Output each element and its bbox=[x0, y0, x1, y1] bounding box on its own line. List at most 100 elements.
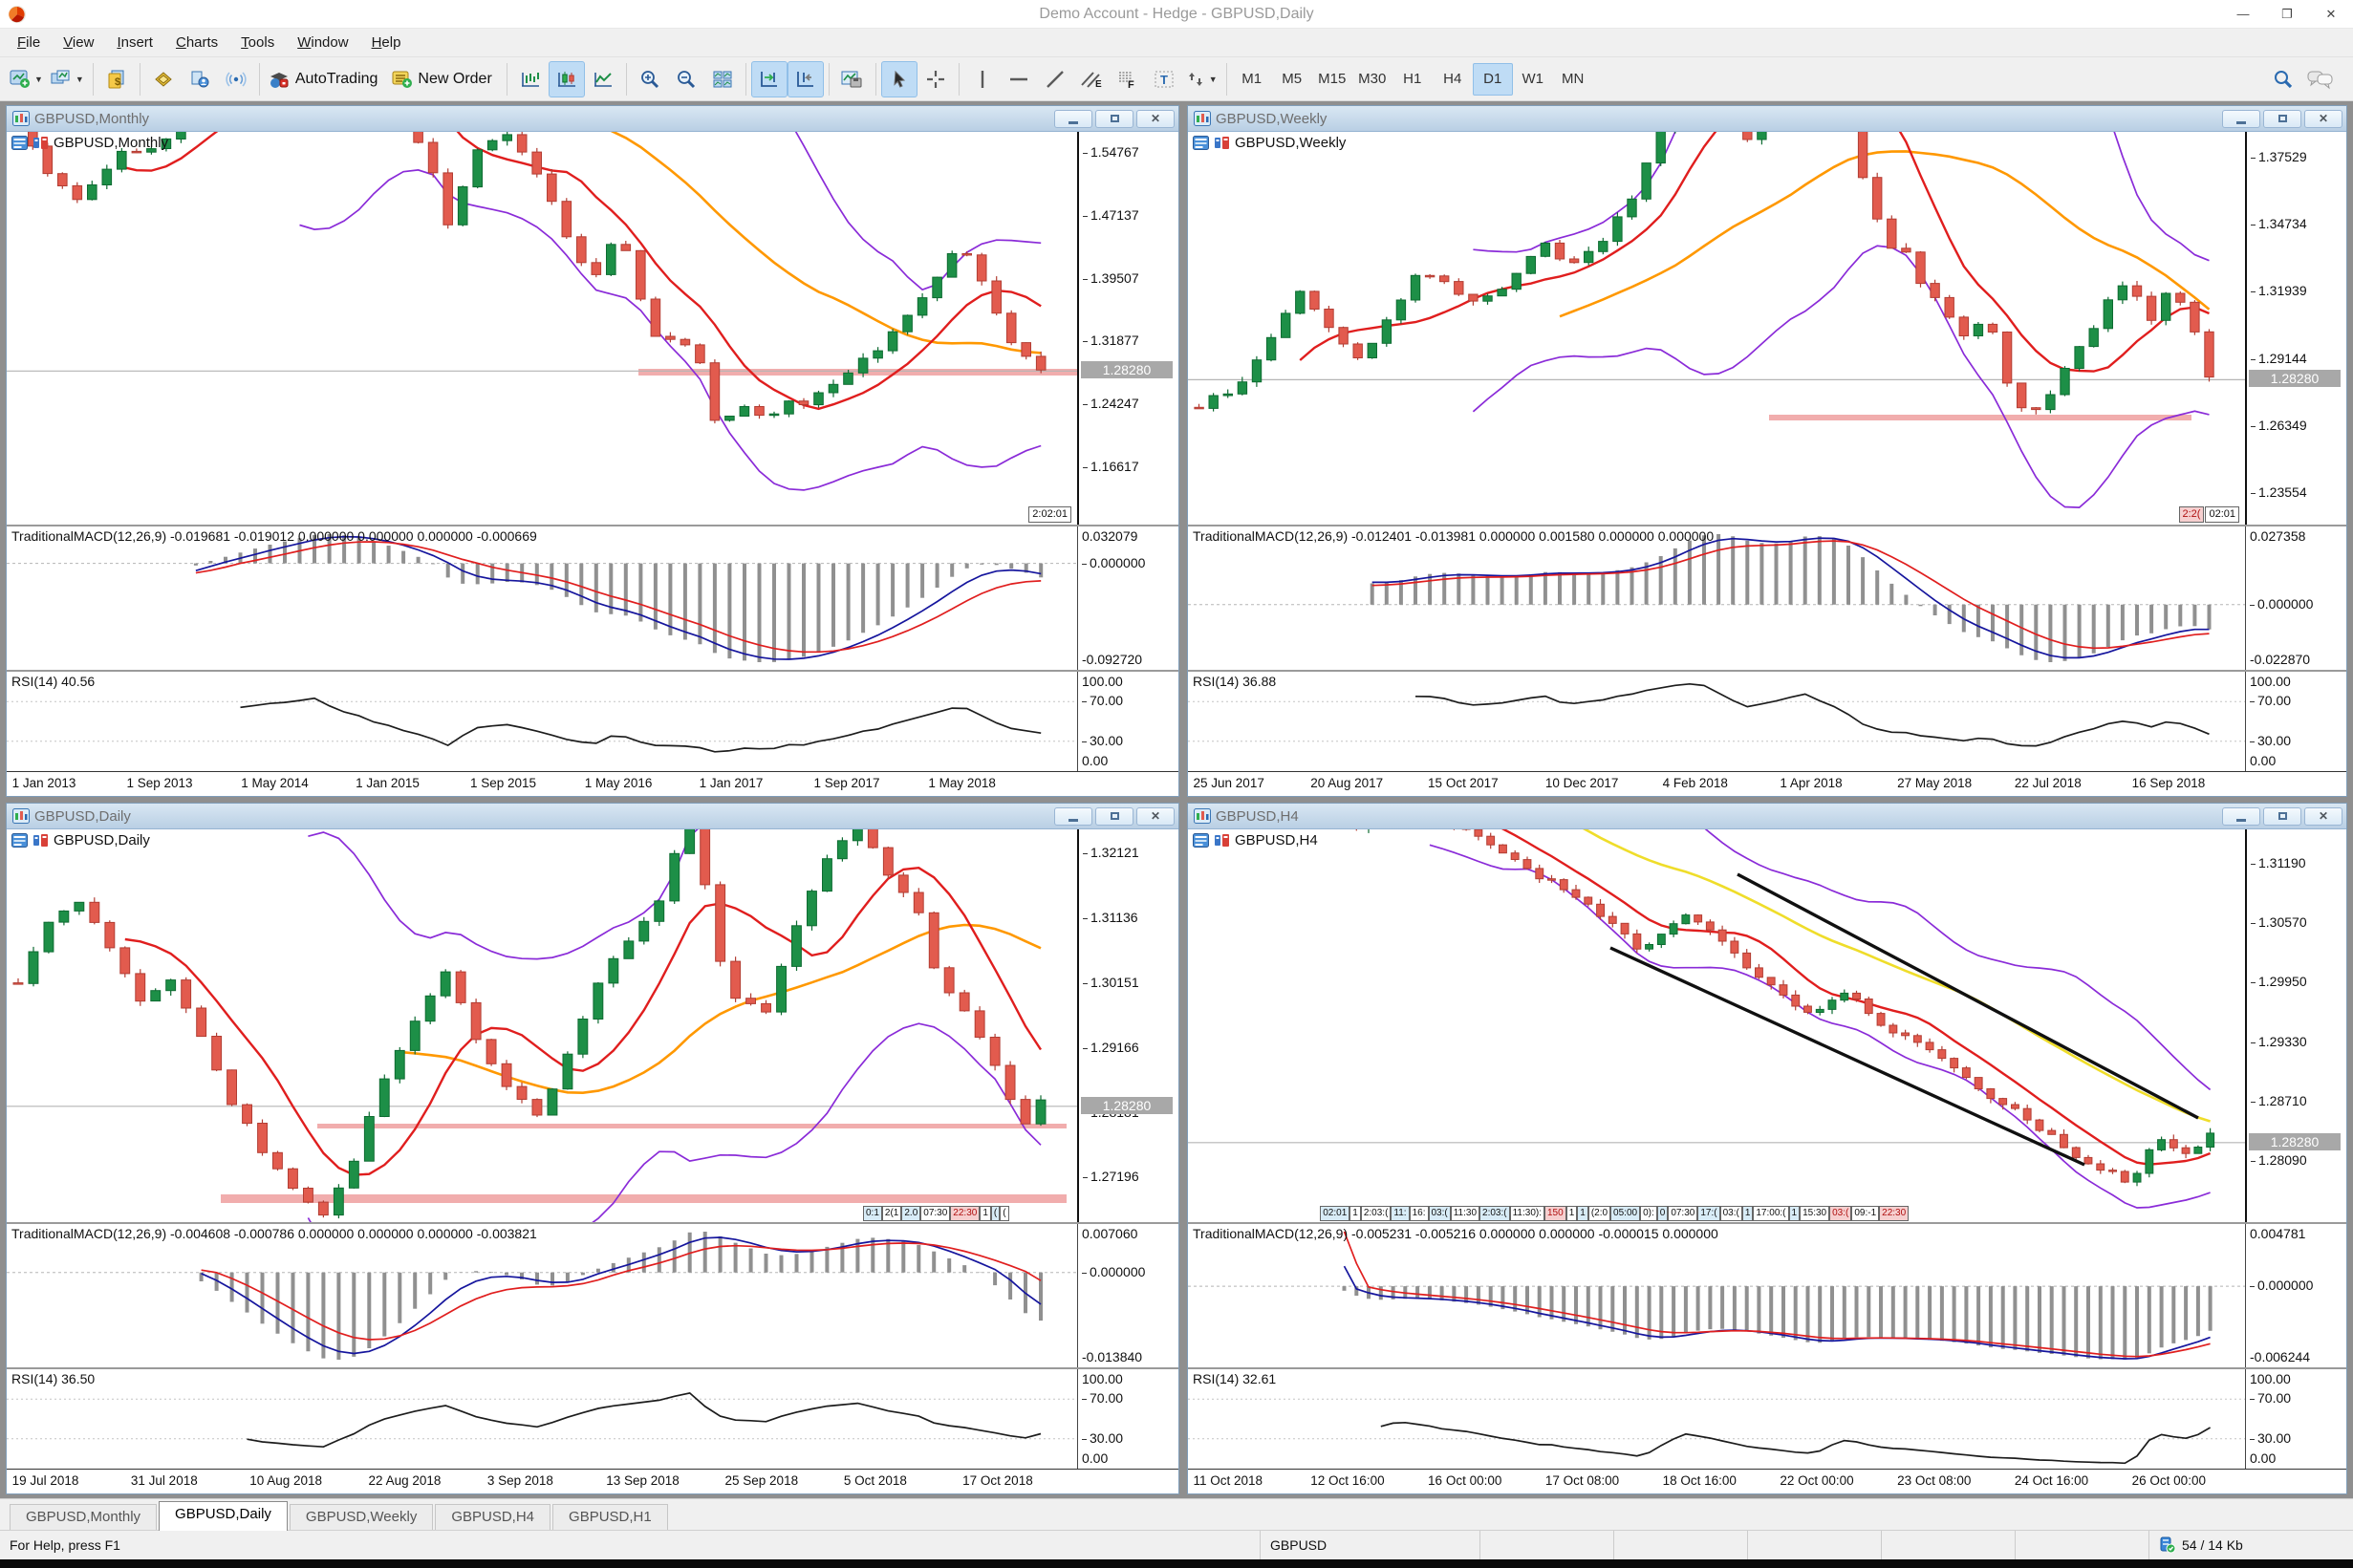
window-close-button[interactable]: ✕ bbox=[1136, 806, 1175, 826]
price-scale[interactable]: 1.37529 1.34734 1.31939 1.29144 1.26349 1.235… bbox=[2245, 132, 2346, 525]
window-minimize-button[interactable] bbox=[2222, 109, 2260, 128]
tile-windows-button[interactable] bbox=[704, 61, 741, 97]
rsi-scale[interactable]: 100.00 70.00 30.00 0.00 bbox=[1077, 1369, 1178, 1469]
text-tool-button[interactable]: T bbox=[1146, 61, 1182, 97]
menu-view[interactable]: View bbox=[63, 34, 95, 51]
new-order-button[interactable]: New Order bbox=[387, 61, 501, 97]
candlestick-button[interactable] bbox=[548, 60, 585, 97]
tab-gbpusd-monthly[interactable]: GBPUSD,Monthly bbox=[10, 1504, 158, 1530]
timeframe-h1[interactable]: H1 bbox=[1403, 71, 1422, 87]
macd-scale[interactable]: 0.027358 0.000000 -0.022870 bbox=[2245, 526, 2346, 670]
vertical-line-button[interactable] bbox=[964, 61, 1001, 97]
crosshair-button[interactable] bbox=[917, 61, 954, 97]
templates-button[interactable] bbox=[834, 61, 871, 97]
app-minimize-button[interactable]: — bbox=[2236, 7, 2250, 21]
price-chart-area[interactable]: GBPUSD,H4 02:01 1 2:03:(11: 16: 03:(11:30 2:0… bbox=[1188, 829, 2245, 1222]
window-minimize-button[interactable] bbox=[1054, 806, 1092, 826]
menu-help[interactable]: Help bbox=[371, 34, 401, 51]
tab-gbpusd-h1[interactable]: GBPUSD,H1 bbox=[552, 1504, 668, 1530]
toolbar-separator bbox=[1225, 62, 1227, 96]
tab-gbpusd-h4[interactable]: GBPUSD,H4 bbox=[435, 1504, 551, 1530]
window-restore-button[interactable] bbox=[1095, 806, 1133, 826]
window-minimize-button[interactable] bbox=[1054, 109, 1092, 128]
macd-scale[interactable]: 0.004781 0.000000 -0.006244 bbox=[2245, 1224, 2346, 1367]
menu-window[interactable]: Window bbox=[297, 34, 349, 51]
macd-chart-area[interactable]: TraditionalMACD(12,26,9) -0.019681 -0.01… bbox=[7, 526, 1077, 670]
tab-gbpusd-weekly[interactable]: GBPUSD,Weekly bbox=[289, 1504, 434, 1530]
macd-scale[interactable]: 0.007060 0.000000 -0.013840 bbox=[1077, 1224, 1178, 1367]
rsi-chart-area[interactable]: RSI(14) 32.61 bbox=[1188, 1369, 2245, 1469]
app-close-button[interactable]: ✕ bbox=[2325, 6, 2337, 21]
window-restore-button[interactable] bbox=[1095, 109, 1133, 128]
app-restore-button[interactable]: ❐ bbox=[2281, 6, 2293, 21]
price-chart-area[interactable]: GBPUSD,Monthly 2:02:01 bbox=[7, 132, 1077, 525]
bar-chart-button[interactable] bbox=[512, 61, 549, 97]
time-axis[interactable]: 25 Jun 2017 20 Aug 2017 15 Oct 2017 10 Dec … bbox=[1188, 771, 2346, 796]
time-axis[interactable]: 1 Jan 2013 1 Sep 2013 1 May 2014 1 Jan 2015… bbox=[7, 771, 1178, 796]
rsi-chart-area[interactable]: RSI(14) 40.56 bbox=[7, 672, 1077, 771]
price-chart-area[interactable]: GBPUSD,Weekly 2:2(02:01 bbox=[1188, 132, 2245, 525]
time-axis[interactable]: 19 Jul 2018 31 Jul 2018 10 Aug 2018 22 Aug … bbox=[7, 1469, 1178, 1493]
auto-scroll-button[interactable] bbox=[787, 60, 824, 97]
price-scale[interactable]: 1.321211.311361.301511.291661.281811.271… bbox=[1077, 829, 1178, 1222]
bollinger-upper-band bbox=[1704, 829, 2212, 1091]
timeframe-d1[interactable]: D1 bbox=[1472, 62, 1513, 96]
time-axis[interactable]: 11 Oct 2018 12 Oct 16:00 16 Oct 00:00 17 Oc… bbox=[1188, 1469, 2346, 1493]
data-window-button[interactable] bbox=[145, 61, 182, 97]
macd-chart-area[interactable]: TraditionalMACD(12,26,9) -0.004608 -0.00… bbox=[7, 1224, 1077, 1367]
timeframe-mn[interactable]: MN bbox=[1562, 71, 1585, 87]
tab-gbpusd-daily[interactable]: GBPUSD,Daily bbox=[159, 1501, 288, 1531]
menu-file[interactable]: File bbox=[17, 34, 41, 51]
rsi-chart-area[interactable]: RSI(14) 36.50 bbox=[7, 1369, 1077, 1469]
timeframe-m1[interactable]: M1 bbox=[1241, 71, 1263, 87]
window-close-button[interactable]: ✕ bbox=[2304, 109, 2342, 128]
macd-chart-area[interactable]: TraditionalMACD(12,26,9) -0.012401 -0.01… bbox=[1188, 526, 2245, 670]
timeframe-h4[interactable]: H4 bbox=[1443, 71, 1462, 87]
line-chart-button[interactable] bbox=[585, 61, 621, 97]
chart-window-titlebar[interactable]: GBPUSD,Monthly ✕ bbox=[7, 106, 1178, 132]
shift-end-button[interactable] bbox=[750, 60, 788, 97]
new-chart-button[interactable]: ▼ bbox=[6, 61, 47, 97]
rsi-chart-area[interactable]: RSI(14) 36.88 bbox=[1188, 672, 2245, 771]
time-axis-label: 10 Aug 2018 bbox=[249, 1473, 323, 1488]
window-restore-button[interactable] bbox=[2263, 109, 2301, 128]
price-chart-area[interactable]: GBPUSD,Daily 0:1 2(1 2.0 07:30 22:30 1(( bbox=[7, 829, 1077, 1222]
search-icon[interactable] bbox=[2273, 69, 2294, 90]
autotrading-button[interactable]: AutoTrading bbox=[265, 61, 388, 97]
window-minimize-button[interactable] bbox=[2222, 806, 2260, 826]
macd-scale[interactable]: 0.032079 0.000000 -0.092720 bbox=[1077, 526, 1178, 670]
menu-tools[interactable]: Tools bbox=[241, 34, 275, 51]
arrows-tool-button[interactable]: ▼ bbox=[1182, 61, 1221, 97]
market-watch-button[interactable]: $ bbox=[98, 61, 135, 97]
profiles-button[interactable]: ▼ bbox=[47, 61, 88, 97]
chat-icon[interactable] bbox=[2307, 69, 2334, 90]
timeframe-w1[interactable]: W1 bbox=[1522, 71, 1543, 87]
rsi-scale[interactable]: 100.00 70.00 30.00 0.00 bbox=[2245, 672, 2346, 771]
timeframe-m5[interactable]: M5 bbox=[1282, 71, 1303, 87]
price-scale[interactable]: 1.54767 1.47137 1.39507 1.31877 1.24247 1.166… bbox=[1077, 132, 1178, 525]
signals-button[interactable] bbox=[218, 61, 254, 97]
window-restore-button[interactable] bbox=[2263, 806, 2301, 826]
chart-window-titlebar[interactable]: GBPUSD,Daily ✕ bbox=[7, 804, 1178, 829]
zoom-in-button[interactable] bbox=[632, 61, 668, 97]
trendline-button[interactable] bbox=[1037, 61, 1073, 97]
macd-chart-area[interactable]: TraditionalMACD(12,26,9) -0.005231 -0.00… bbox=[1188, 1224, 2245, 1367]
price-scale[interactable]: 1.31190 1.30570 1.29950 1.29330 1.28710 1.280… bbox=[2245, 829, 2346, 1222]
rsi-scale[interactable]: 100.00 70.00 30.00 0.00 bbox=[2245, 1369, 2346, 1469]
status-connection[interactable]: 54 / 14 Kb bbox=[2148, 1531, 2353, 1559]
horizontal-line-button[interactable] bbox=[1001, 61, 1037, 97]
chart-window-titlebar[interactable]: GBPUSD,H4 ✕ bbox=[1188, 804, 2346, 829]
window-close-button[interactable]: ✕ bbox=[1136, 109, 1175, 128]
channel-button[interactable]: E bbox=[1073, 61, 1110, 97]
timeframe-m30[interactable]: M30 bbox=[1358, 71, 1387, 87]
chart-window-titlebar[interactable]: GBPUSD,Weekly ✕ bbox=[1188, 106, 2346, 132]
navigator-button[interactable] bbox=[182, 61, 218, 97]
cursor-button[interactable] bbox=[880, 60, 917, 97]
zoom-out-button[interactable] bbox=[668, 61, 704, 97]
fibonacci-button[interactable]: F bbox=[1110, 61, 1146, 97]
timeframe-m15[interactable]: M15 bbox=[1318, 71, 1347, 87]
rsi-scale[interactable]: 100.00 70.00 30.00 0.00 bbox=[1077, 672, 1178, 771]
window-close-button[interactable]: ✕ bbox=[2304, 806, 2342, 826]
menu-insert[interactable]: Insert bbox=[117, 34, 153, 51]
menu-charts[interactable]: Charts bbox=[175, 34, 219, 51]
